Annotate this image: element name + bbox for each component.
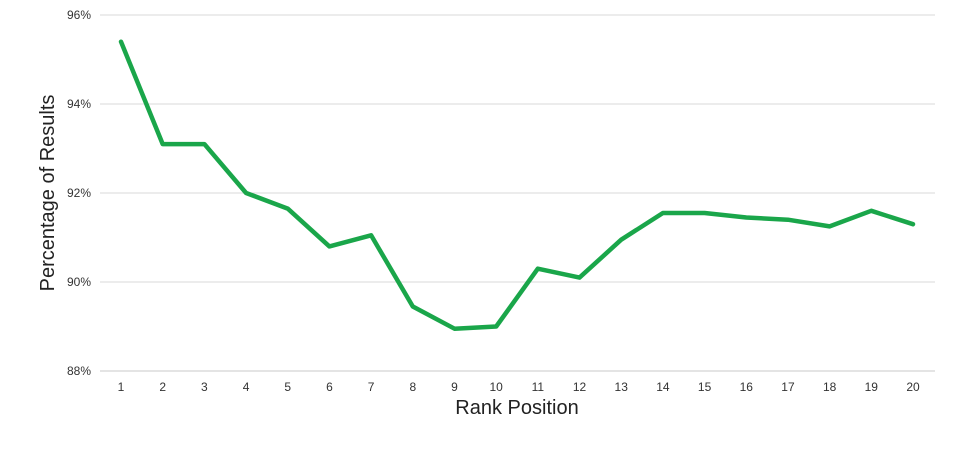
- x-tick-label: 6: [326, 380, 333, 394]
- y-axis-title: Percentage of Results: [37, 95, 59, 292]
- x-tick-label: 1: [118, 380, 125, 394]
- y-tick-label: 96%: [67, 8, 91, 22]
- x-tick-label: 8: [409, 380, 416, 394]
- x-tick-label: 9: [451, 380, 458, 394]
- x-tick-label: 15: [698, 380, 712, 394]
- gridlines: [100, 14, 935, 372]
- x-tick-label: 10: [489, 380, 503, 394]
- y-tick-label: 94%: [67, 97, 91, 111]
- x-tick-label: 2: [159, 380, 166, 394]
- x-axis-ticks: 1 2 3 4 5 6 7 8 9 10 11 12 13 14 15 16 17 18 19 20: [118, 380, 920, 394]
- x-tick-label: 20: [906, 380, 920, 394]
- x-tick-label: 5: [284, 380, 291, 394]
- series-line-0: [118, 39, 916, 331]
- x-tick-label: 13: [615, 380, 629, 394]
- x-tick-label: 4: [243, 380, 250, 394]
- x-tick-label: 12: [573, 380, 587, 394]
- x-tick-label: 14: [656, 380, 670, 394]
- series-lines: [118, 39, 916, 331]
- y-tick-label: 88%: [67, 364, 91, 378]
- y-axis-ticks: 88% 90% 92% 94% 96%: [67, 8, 91, 378]
- x-tick-label: 16: [740, 380, 754, 394]
- x-tick-label: 18: [823, 380, 837, 394]
- x-tick-label: 3: [201, 380, 208, 394]
- x-tick-label: 7: [368, 380, 375, 394]
- x-tick-label: 19: [865, 380, 879, 394]
- y-tick-label: 90%: [67, 275, 91, 289]
- x-axis-title: Rank Position: [455, 397, 578, 419]
- x-tick-label: 11: [532, 380, 545, 394]
- y-tick-label: 92%: [67, 186, 91, 200]
- x-tick-label: 17: [781, 380, 795, 394]
